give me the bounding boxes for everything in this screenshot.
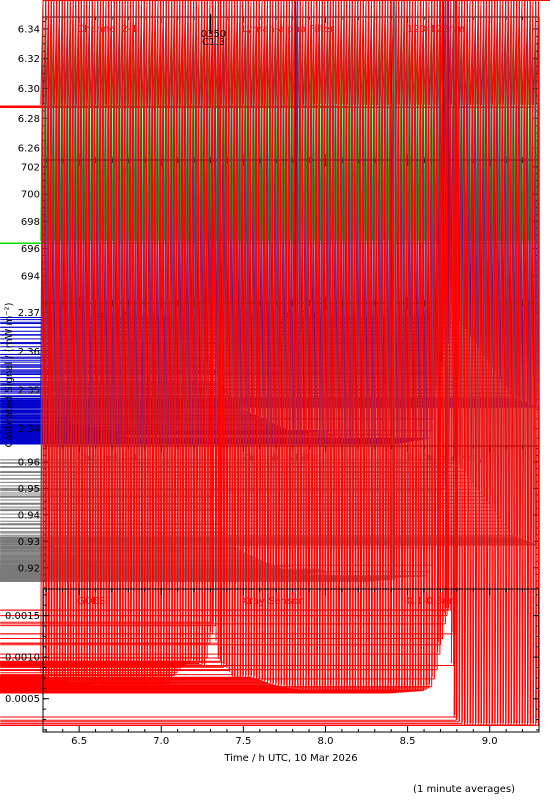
data-point-excursion: [0, 0, 550, 646]
panel-5-band: 0.1-0.8nm: [407, 596, 459, 607]
y-tick-label: 0.95: [18, 484, 40, 495]
y-tick-label: 6.26: [18, 144, 40, 155]
y-tick-label: 0.94: [18, 510, 40, 521]
panel-2-channel-name: Channel 2-2: [77, 167, 138, 178]
y-tick-label: 0.0015: [5, 611, 40, 622]
x-tick-label: 7.5: [235, 736, 251, 747]
y-tick-label: 0.92: [18, 563, 40, 574]
flare-marker-time: 0350: [201, 29, 226, 40]
y-tick-label: 2.37: [18, 308, 40, 319]
panel-1-band: 120-123nm: [407, 24, 465, 35]
y-tick-label: 6.30: [18, 84, 40, 95]
y-tick-label: 2.35: [18, 385, 40, 396]
y-tick-label: 2.34: [18, 424, 40, 435]
x-tick-label: 7.0: [153, 736, 169, 747]
panel-1-channel-name: Channel 2-1: [77, 24, 138, 35]
averaging-note: (1 minute averages): [413, 784, 515, 795]
flare-annotation: 0350 C1.3: [201, 14, 226, 48]
data-point-excursion: [0, 0, 550, 718]
x-tick-label: 6.5: [71, 736, 87, 747]
panel-1-filter-name: Lyman-alpha Filter: [242, 24, 335, 35]
x-axis-title: Time / h UTC, 10 Mar 2026: [223, 753, 357, 764]
y-tick-label: 6.32: [18, 54, 40, 65]
x-tick-label: 8.5: [400, 736, 416, 747]
y-tick-label: 0.0005: [5, 694, 40, 705]
panel-5-frame: [42, 588, 540, 733]
y-tick-label: 694: [21, 271, 40, 282]
y-tick-label: 698: [21, 217, 40, 228]
y-tick-label: 702: [21, 162, 40, 173]
y-tick-label: 0.93: [18, 537, 40, 548]
panel-5: 0.0005 0.0010 0.0015 GOES Xray Sensor 0.1-0.8…: [0, 0, 550, 733]
y-tick-label: 6.34: [18, 24, 40, 35]
x-tick-label: 9.0: [482, 736, 498, 747]
y-tick-label: 696: [21, 244, 40, 255]
y-tick-label: 0.0010: [5, 653, 40, 664]
panels-layer: 6.26 6.28 6.30 6.32 6.34 Channel 2-1 Lyman-alp…: [0, 0, 550, 747]
panel-5-points: [0, 0, 550, 726]
y-tick-label: 6.28: [18, 114, 40, 125]
y-axis-title: Calibrated Signal / (mW m⁻²): [4, 302, 15, 447]
data-point-excursion: [0, 0, 550, 617]
y-tick-label: 700: [21, 190, 40, 201]
flare-marker-class: C1.3: [202, 37, 225, 48]
panel-5-filter-name: Xray Sensor: [242, 596, 303, 607]
panel-2-filter-name: Herzberg Filter: [242, 167, 317, 178]
panel-5-channel-name: GOES: [77, 596, 105, 607]
x-tick-label: 8.0: [318, 736, 334, 747]
y-tick-label: 0.96: [18, 457, 40, 468]
y-tick-label: 2.36: [18, 347, 40, 358]
